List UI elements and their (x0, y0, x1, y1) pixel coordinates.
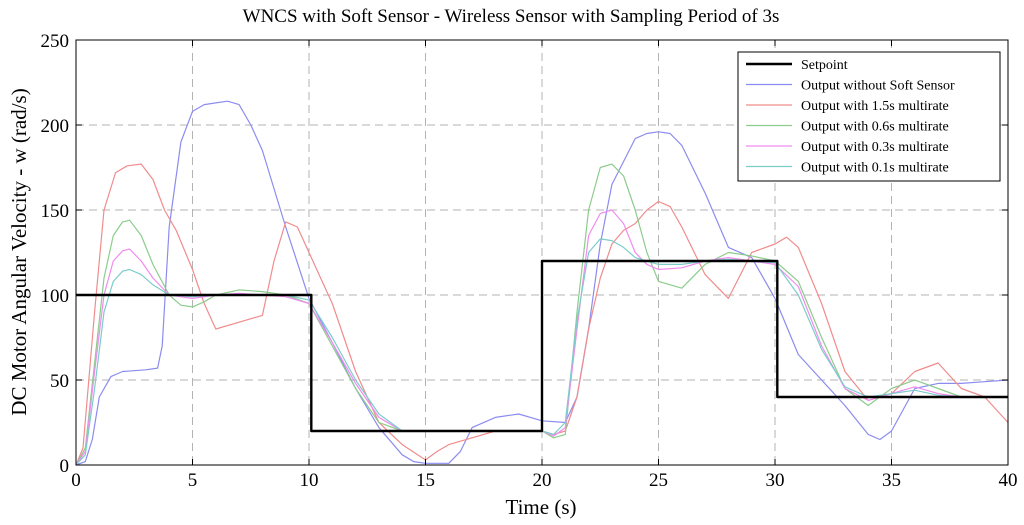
legend-entry: Output without Soft Sensor (801, 79, 955, 94)
x-tick-label: 5 (188, 470, 198, 491)
series-layer (75, 100, 1009, 466)
x-tick-label: 20 (533, 470, 552, 491)
y-tick-label: 150 (41, 201, 70, 222)
legend-entry: Setpoint (801, 58, 848, 73)
y-tick-label: 250 (41, 31, 70, 52)
x-tick-label: 10 (300, 470, 319, 491)
x-tick-label: 25 (649, 470, 668, 491)
x-axis-label: Time (s) (506, 495, 577, 519)
legend-entry: Output with 0.1s multirate (801, 161, 949, 176)
series-line-output-without-soft-sensor (75, 100, 1009, 466)
legend-entry: Output with 0.3s multirate (801, 140, 949, 155)
x-tick-label: 15 (416, 470, 435, 491)
x-tick-label: 0 (71, 470, 81, 491)
y-tick-label: 0 (60, 456, 70, 477)
legend-entry: Output with 0.6s multirate (801, 120, 949, 135)
y-tick-label: 200 (41, 116, 70, 137)
y-tick-label: 50 (50, 371, 69, 392)
series-line-setpoint (76, 259, 1008, 433)
legend-box (737, 51, 1001, 182)
ticks: 0 5 10 15 20 25 30 35 40 0 50 100 150 200 250 (41, 31, 1018, 491)
chart-title: WNCS with Soft Sensor - Wireless Sensor … (243, 6, 780, 27)
y-tick-label: 100 (41, 286, 70, 307)
y-axis-label: DC Motor Angular Velocity - w (rad/s) (7, 88, 31, 415)
x-tick-label: 40 (999, 470, 1018, 491)
legend: Setpoint Output without Soft Sensor Output… (737, 51, 1001, 182)
x-tick-label: 30 (766, 470, 785, 491)
x-tick-label: 35 (882, 470, 901, 491)
legend-entry: Output with 1.5s multirate (801, 99, 949, 114)
